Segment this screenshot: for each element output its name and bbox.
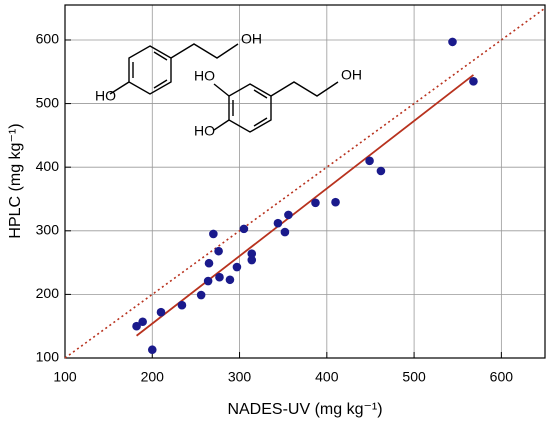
- point: [239, 224, 249, 234]
- point: [215, 272, 224, 282]
- bond: [109, 81, 130, 95]
- molecule-1: HO OH: [95, 31, 262, 104]
- point: [284, 210, 293, 220]
- point: [448, 37, 457, 47]
- bond: [213, 83, 230, 97]
- x-tick-label: 500: [402, 369, 426, 385]
- point: [132, 321, 141, 331]
- point: [196, 290, 206, 300]
- chain: [270, 81, 339, 97]
- point: [232, 262, 242, 272]
- atom-label: HO: [194, 68, 215, 84]
- x-tick-label: 300: [228, 369, 252, 385]
- ring: [128, 45, 172, 95]
- line: [136, 74, 474, 337]
- x-tick-label: 100: [53, 369, 77, 385]
- x-tick-label: 200: [141, 369, 165, 385]
- plot-frame: [64, 4, 546, 359]
- point: [177, 300, 187, 310]
- atom-label: OH: [341, 67, 362, 83]
- atom-label: OH: [241, 31, 262, 47]
- point: [147, 345, 157, 355]
- point: [204, 258, 214, 268]
- point: [469, 77, 478, 86]
- point: [214, 246, 223, 256]
- point: [311, 198, 320, 208]
- y-axis-label: HPLC (mg kg⁻¹): [7, 123, 24, 238]
- point: [280, 227, 290, 237]
- atom-label: HO: [95, 88, 116, 104]
- point: [247, 255, 257, 265]
- point: [209, 229, 218, 239]
- point: [225, 275, 235, 285]
- bond: [213, 119, 230, 131]
- y-tick-label: 300: [36, 221, 60, 237]
- point: [331, 197, 340, 207]
- point: [203, 276, 213, 286]
- line: [64, 7, 546, 359]
- x-axis-label: NADES-UV (mg kg⁻¹): [227, 401, 382, 418]
- ring: [228, 83, 272, 133]
- point: [138, 317, 147, 327]
- x-tick-label: 400: [315, 369, 339, 385]
- point: [247, 249, 257, 258]
- y-tick-label: 500: [36, 94, 60, 110]
- y-tick-label: 200: [36, 285, 60, 301]
- y-tick-label: 600: [36, 31, 60, 47]
- point: [365, 156, 374, 166]
- point: [376, 166, 386, 176]
- point: [273, 218, 283, 228]
- y-tick-label: 100: [36, 349, 60, 365]
- x-tick-label: 600: [490, 369, 514, 385]
- y-tick-label: 400: [36, 158, 60, 174]
- molecule-2: HO HO OH: [194, 67, 362, 139]
- atom-label: HO: [194, 123, 215, 139]
- chain: [170, 43, 239, 59]
- point: [156, 307, 166, 317]
